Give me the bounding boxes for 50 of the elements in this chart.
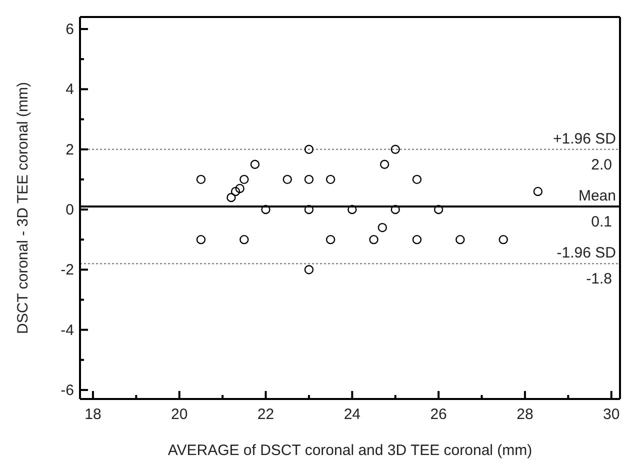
point bbox=[304, 144, 314, 154]
point bbox=[533, 186, 543, 196]
y-tick-label: -4 bbox=[60, 322, 74, 339]
y-tick-label: 4 bbox=[66, 81, 74, 98]
point bbox=[326, 234, 336, 244]
point bbox=[498, 234, 508, 244]
point bbox=[456, 234, 465, 244]
x-tick-label: 24 bbox=[344, 406, 361, 423]
point bbox=[240, 174, 249, 184]
y-tick-label: 2 bbox=[66, 141, 74, 158]
annotation: 0.1 bbox=[591, 213, 612, 230]
point bbox=[369, 234, 378, 244]
ref-line-label: -1.96 SD bbox=[556, 244, 616, 262]
ref-line-label: +1.96 SD bbox=[553, 130, 616, 148]
x-tick-label: 26 bbox=[430, 406, 447, 423]
point bbox=[261, 204, 270, 214]
point bbox=[304, 265, 314, 274]
point bbox=[282, 174, 292, 184]
point bbox=[226, 192, 236, 202]
y-tick-label: -2 bbox=[60, 262, 74, 279]
point bbox=[326, 174, 336, 184]
point bbox=[412, 174, 422, 184]
x-tick-label: 18 bbox=[84, 406, 102, 423]
point bbox=[434, 204, 444, 214]
y-tick-label: 0 bbox=[66, 202, 74, 219]
y-tick-label: 6 bbox=[66, 21, 74, 38]
x-tick-label: 28 bbox=[516, 406, 534, 423]
point bbox=[378, 222, 387, 232]
annotation: -1.8 bbox=[586, 270, 612, 288]
point bbox=[196, 174, 206, 184]
point bbox=[304, 204, 314, 214]
point bbox=[240, 234, 249, 244]
x-tick-label: 30 bbox=[603, 406, 620, 423]
point bbox=[230, 186, 240, 196]
point bbox=[304, 174, 314, 184]
x-axis-title: AVERAGE of DSCT coronal and 3D TEE coronal (mm) bbox=[168, 442, 532, 459]
point bbox=[380, 160, 390, 169]
annotation: 2.0 bbox=[591, 156, 612, 174]
y-axis-title: DSCT coronal - 3D TEE coronal (mm) bbox=[14, 82, 32, 334]
y-tick-label: -6 bbox=[60, 382, 74, 399]
point bbox=[250, 160, 260, 169]
point bbox=[348, 204, 357, 214]
point bbox=[390, 204, 400, 214]
ref-line-label: Mean bbox=[578, 187, 616, 204]
point bbox=[235, 184, 244, 194]
point bbox=[196, 234, 206, 244]
point bbox=[390, 144, 400, 154]
x-tick-label: 22 bbox=[257, 406, 274, 423]
x-tick-label: 20 bbox=[171, 406, 188, 423]
point bbox=[412, 234, 422, 244]
